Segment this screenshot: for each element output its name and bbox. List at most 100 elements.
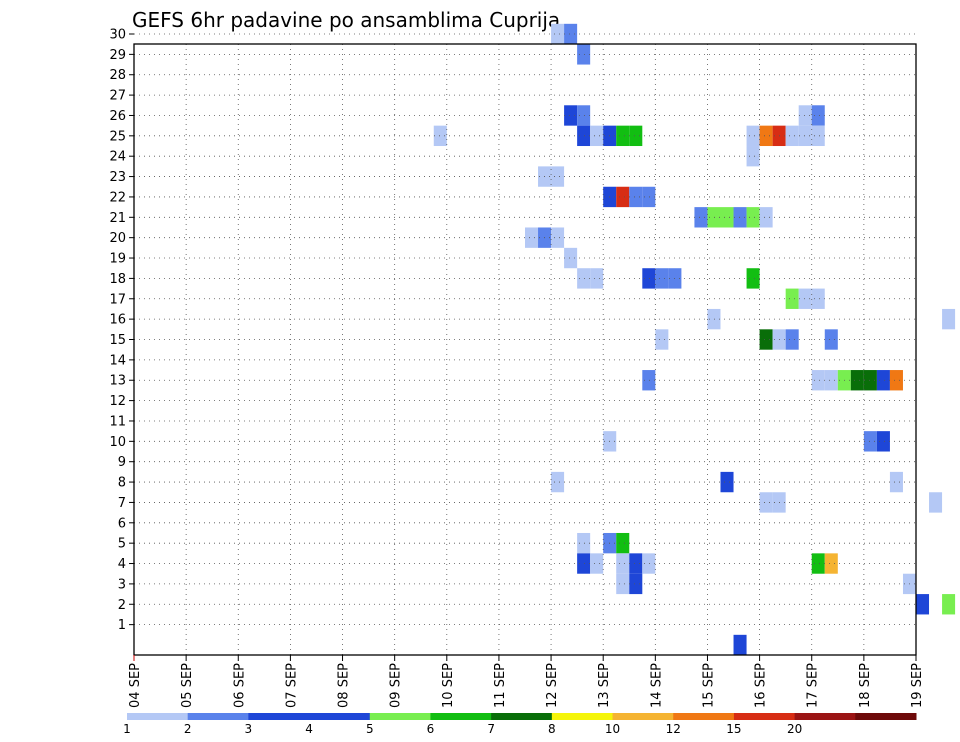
x-tick-label: 17 SEP <box>806 663 821 708</box>
heatmap-cells <box>433 23 956 656</box>
y-tick-label: 15 <box>109 333 126 348</box>
heatmap-cell-84 <box>733 634 747 656</box>
heatmap-cell-19 <box>746 146 760 167</box>
y-tick-label: 12 <box>109 394 126 409</box>
heatmap-cell-23 <box>616 186 630 208</box>
x-tick-label: 12 SEP <box>545 663 560 708</box>
heatmap-cell-54 <box>824 370 838 391</box>
heatmap-cell-28 <box>720 207 734 228</box>
heatmap-cell-27 <box>707 207 721 228</box>
heatmap-cell-17 <box>798 125 812 147</box>
heatmap-cell-75 <box>629 553 643 574</box>
colorbar-swatch <box>733 713 796 720</box>
heatmap-cell-45 <box>707 308 721 330</box>
x-tick-label: 06 SEP <box>232 663 247 708</box>
y-tick-label: 3 <box>118 577 126 592</box>
y-tick-label: 23 <box>109 170 126 185</box>
heatmap-cell-63 <box>551 471 565 493</box>
x-tick-label: 10 SEP <box>441 663 456 708</box>
y-tick-label: 6 <box>118 516 126 531</box>
colorbar-label: 20 <box>787 722 802 736</box>
heatmap-cell-78 <box>824 553 838 574</box>
colorbar-label: 7 <box>487 722 495 736</box>
heatmap-cell-35 <box>564 247 578 269</box>
heatmap-cell-59 <box>889 370 903 391</box>
heatmap-cell-16 <box>785 125 799 147</box>
heatmap-cell-69 <box>577 532 591 554</box>
y-tick-label: 11 <box>109 414 126 429</box>
y-tick-label: 14 <box>109 353 126 368</box>
colorbar-label: 5 <box>366 722 374 736</box>
heatmap-cell-57 <box>863 370 877 391</box>
y-tick-label: 2 <box>118 598 126 613</box>
colorbar-swatch <box>369 713 431 720</box>
y-tick-label: 18 <box>109 272 126 287</box>
heatmap-cell-4 <box>577 105 591 126</box>
y-tick-label: 22 <box>109 190 126 205</box>
heatmap-cell-7 <box>433 125 447 147</box>
y-tick-label: 1 <box>118 618 126 633</box>
heatmap-cell-25 <box>642 186 656 208</box>
colorbar-label: 1 <box>123 722 131 736</box>
colorbar-swatch <box>187 713 249 720</box>
colorbar-label: 12 <box>666 722 681 736</box>
x-tick-label: 09 SEP <box>389 663 404 708</box>
x-tick-label: 05 SEP <box>180 663 195 708</box>
colorbar-label: 2 <box>184 722 192 736</box>
heatmap-cell-37 <box>590 268 604 289</box>
heatmap-cell-21 <box>551 166 565 187</box>
heatmap-cell-34 <box>551 227 565 248</box>
heatmap-cell-43 <box>798 288 812 309</box>
heatmap-cell-36 <box>577 268 591 289</box>
heatmap-cell-29 <box>733 207 747 228</box>
y-tick-label: 4 <box>118 557 126 572</box>
y-tick-label: 27 <box>109 89 126 104</box>
heatmap-cell-9 <box>590 125 604 147</box>
colorbar-swatch <box>127 713 189 720</box>
y-tick-label: 30 <box>109 28 126 43</box>
colorbar-swatch <box>612 713 674 720</box>
heatmap-cell-46 <box>942 308 956 330</box>
x-tick-label: 18 SEP <box>858 663 873 708</box>
x-tick-label: 04 SEP <box>128 663 143 708</box>
y-tick-label: 25 <box>109 129 126 144</box>
heatmap-cell-76 <box>642 553 656 574</box>
heatmap-cell-72 <box>577 553 591 574</box>
heatmap-cell-5 <box>798 105 812 126</box>
heatmap-cell-1 <box>564 23 578 45</box>
x-tick-label: 14 SEP <box>649 663 664 708</box>
x-tick-label: 15 SEP <box>701 663 716 708</box>
heatmap-cell-48 <box>759 329 773 350</box>
y-tick-label: 24 <box>109 150 126 165</box>
x-tick-label: 13 SEP <box>597 663 612 708</box>
colorbar-label: 15 <box>726 722 741 736</box>
heatmap-cell-26 <box>694 207 708 228</box>
heatmap-cell-61 <box>863 431 877 452</box>
y-tick-label: 7 <box>118 496 126 511</box>
y-tick-label: 21 <box>109 211 126 226</box>
heatmap-cell-82 <box>916 594 930 615</box>
y-tick-label: 26 <box>109 109 126 124</box>
heatmap-cell-53 <box>811 370 825 391</box>
colorbar-swatch <box>855 713 917 720</box>
heatmap-cell-11 <box>616 125 630 147</box>
y-tick-label: 29 <box>109 48 126 63</box>
heatmap-cell-68 <box>929 492 943 513</box>
heatmap-cell-50 <box>785 329 799 350</box>
y-tick-label: 28 <box>109 68 126 83</box>
heatmap-cell-79 <box>616 573 630 595</box>
heatmap-cell-44 <box>811 288 825 309</box>
colorbar-swatch <box>491 713 553 720</box>
heatmap-cell-83 <box>942 594 956 615</box>
colorbar-swatch <box>430 713 492 720</box>
y-tick-label: 17 <box>109 292 126 307</box>
heatmap-cell-74 <box>616 553 630 574</box>
heatmap-cell-51 <box>824 329 838 350</box>
heatmap-cell-47 <box>655 329 669 350</box>
heatmap-cell-52 <box>642 370 656 391</box>
x-tick-label: 07 SEP <box>284 663 299 708</box>
heatmap-cell-8 <box>577 125 591 147</box>
colorbar-label: 6 <box>427 722 435 736</box>
heatmap-cell-12 <box>629 125 643 147</box>
